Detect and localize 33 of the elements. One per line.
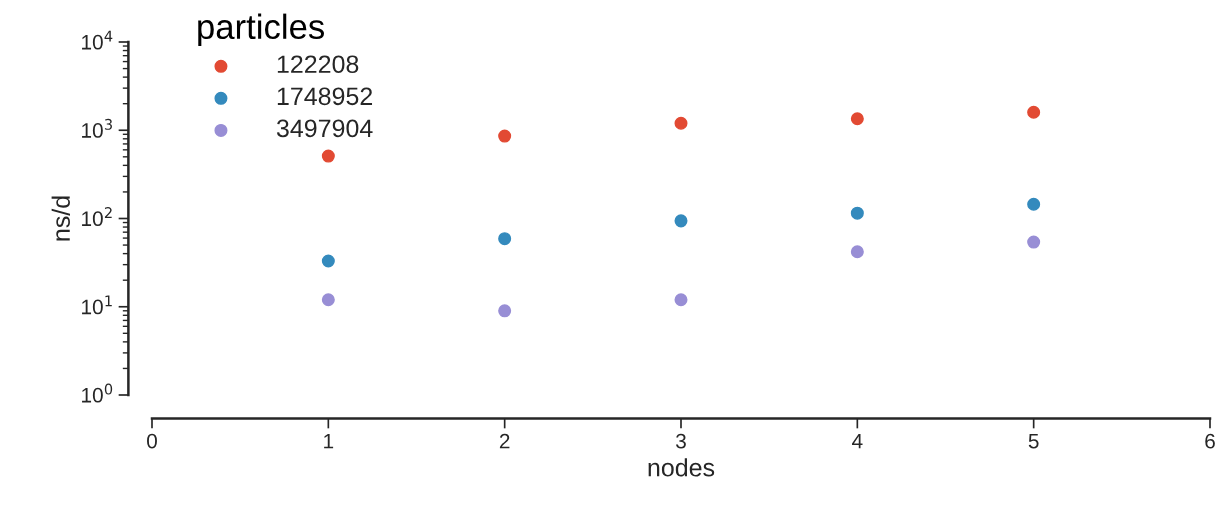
point <box>674 116 688 130</box>
y-tick-label: 10$^{0}$ <box>82 383 113 403</box>
x-tick-label: 6 <box>1205 433 1215 449</box>
point <box>850 206 864 220</box>
legend-title: particles <box>198 13 324 46</box>
point <box>674 293 688 307</box>
point <box>321 254 335 268</box>
point <box>321 293 335 307</box>
point <box>321 149 335 163</box>
legend-label: 3497904 <box>276 119 373 138</box>
point <box>850 112 864 126</box>
x-tick-label: 0 <box>147 433 157 449</box>
x-tick-label: 5 <box>1028 433 1039 449</box>
point <box>498 232 512 246</box>
y-tick-label: 10$^{4}$ <box>82 30 113 50</box>
point <box>850 245 864 259</box>
x-tick-label: 2 <box>499 433 510 449</box>
point <box>498 304 512 318</box>
point <box>1027 197 1041 211</box>
y-axis-title: ns/d <box>51 196 70 241</box>
x-tick-label: 1 <box>324 433 334 449</box>
point <box>498 129 512 143</box>
legend-label: 122208 <box>277 55 359 74</box>
y-tick-label: 10$^{1}$ <box>82 295 112 315</box>
y-tick-label: 10$^{2}$ <box>82 207 112 227</box>
x-tick-label: 3 <box>676 433 686 449</box>
x-axis-title: nodes <box>648 458 715 477</box>
point <box>1027 235 1041 249</box>
point <box>1027 105 1041 119</box>
x-tick-label: 4 <box>852 433 863 449</box>
point <box>674 214 688 228</box>
y-tick-label: 10$^{3}$ <box>82 118 112 138</box>
legend-label: 1748952 <box>277 87 373 106</box>
